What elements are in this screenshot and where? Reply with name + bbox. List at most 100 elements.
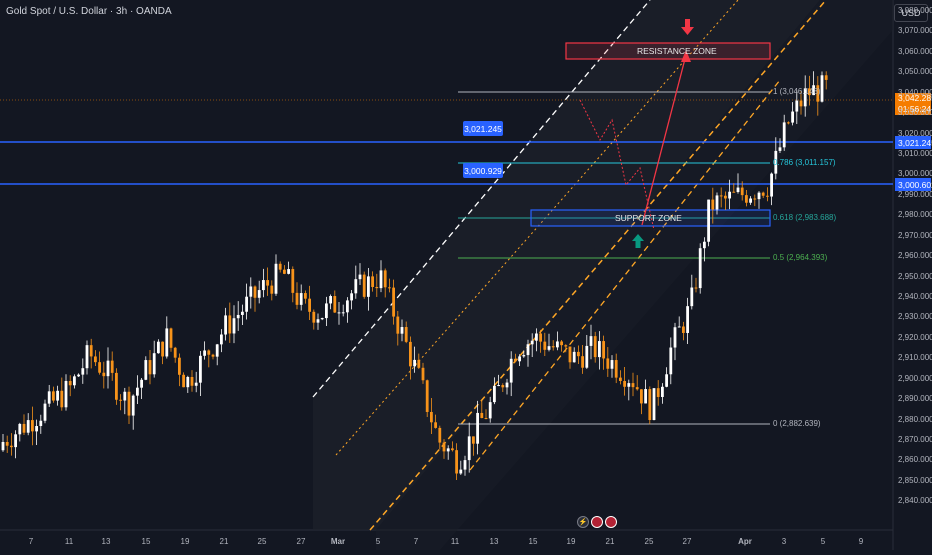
support-arrow-icon: [632, 234, 644, 248]
candle-body: [711, 199, 715, 210]
candle-body: [644, 389, 647, 404]
candle-body: [199, 355, 202, 383]
channel-fill-lower: [376, 0, 893, 550]
time-tick-label: 7: [28, 537, 34, 546]
lightning-icon[interactable]: ⚡: [577, 516, 589, 528]
channel-mid-line: [335, 0, 739, 456]
fib-label-0786: 0.786 (3,011.157): [773, 158, 836, 167]
candle-body: [5, 441, 9, 446]
candle-body: [585, 345, 589, 368]
candle-body: [476, 412, 479, 444]
price-tick-label: 2,860.000: [898, 455, 932, 465]
level-label-lower[interactable]: 3,000.929: [463, 163, 503, 178]
candle-body: [635, 387, 639, 390]
price-tick-label: 3,010.000: [898, 149, 932, 158]
candle-body: [501, 385, 505, 388]
candle-body: [484, 418, 488, 420]
time-tick-label: 11: [450, 537, 460, 546]
candle-body: [778, 147, 782, 151]
candle-body: [26, 420, 30, 433]
candle-body: [119, 399, 122, 401]
us-flag-icon-2[interactable]: [605, 516, 617, 528]
candle-body: [52, 391, 55, 401]
candle-body: [102, 372, 106, 377]
time-tick-label: 27: [296, 537, 306, 546]
candle-body: [577, 351, 580, 357]
candle-body: [404, 327, 408, 342]
candle-body: [715, 195, 719, 210]
candle-body: [182, 374, 185, 388]
candle-body: [173, 347, 177, 358]
candle-body: [514, 358, 517, 362]
time-tick-label: 7: [413, 537, 419, 546]
candle-body: [178, 357, 181, 375]
candle-body: [694, 287, 698, 289]
candle-body: [207, 350, 211, 355]
candle-body: [409, 341, 412, 367]
candle-body: [690, 287, 694, 307]
candle-body: [220, 334, 223, 345]
candle-body: [371, 276, 374, 287]
candle-body: [379, 270, 383, 289]
time-tick-label: 11: [64, 537, 74, 546]
resistance-zone: [565, 42, 771, 60]
candle-body: [136, 387, 139, 396]
candle-body: [10, 445, 13, 448]
candle-body: [614, 360, 618, 378]
time-tick-label: 25: [257, 537, 267, 546]
candle-body: [677, 326, 681, 328]
candle-body: [94, 356, 97, 363]
candle-body: [732, 191, 736, 193]
candle-body: [396, 316, 400, 334]
candle-body: [211, 354, 215, 357]
resistance-arrow-icon: [681, 19, 694, 35]
symbol-title[interactable]: Gold Spot / U.S. Dollar · 3h · OANDA: [6, 6, 172, 17]
candle-body: [350, 293, 353, 301]
candle-body: [274, 263, 278, 294]
candle-body: [203, 350, 206, 356]
price-tick-label: 2,950.000: [898, 271, 932, 281]
price-tag-level-2: 3,000.602: [895, 178, 932, 191]
candle-body: [480, 412, 484, 419]
price-tick-label: 3,000.000: [898, 169, 932, 179]
candle-body: [186, 377, 190, 388]
candle-body: [757, 192, 761, 200]
candle-body: [127, 391, 131, 416]
time-tick-label: 9: [858, 537, 864, 546]
candle-body: [509, 358, 513, 383]
candle-body: [673, 327, 677, 348]
candle-body: [434, 422, 437, 428]
candle-body: [799, 100, 803, 107]
time-tick-label: 19: [566, 537, 576, 546]
level-label-upper[interactable]: 3,021.245: [463, 121, 503, 136]
candle-body: [295, 292, 299, 305]
candle-body: [337, 312, 341, 314]
candle-body: [140, 379, 143, 388]
candle-body: [522, 355, 526, 357]
price-tick-label: 2,920.000: [898, 332, 932, 342]
candle-body: [270, 285, 274, 294]
price-tick-label: 2,840.000: [898, 496, 932, 506]
candle-body: [316, 319, 320, 323]
candle-body: [81, 368, 85, 375]
channel-upper-line: [312, 0, 651, 398]
candle-body: [728, 191, 731, 199]
currency-button[interactable]: USD: [894, 4, 928, 22]
candle-body: [535, 333, 538, 341]
candle-body: [505, 382, 509, 388]
event-icons[interactable]: ⚡: [577, 516, 617, 528]
candle-body: [442, 442, 446, 452]
price-tag-level-1: 3,021.245: [895, 136, 932, 149]
candle-body: [652, 388, 656, 421]
candle-body: [144, 360, 148, 380]
candle-body: [610, 360, 614, 369]
price-tick-label: 3,080.000: [898, 6, 932, 15]
time-tick-label: 25: [644, 537, 654, 546]
candle-body: [640, 389, 643, 404]
price-tick-label: 3,060.000: [898, 46, 932, 56]
candle-body: [308, 298, 311, 312]
us-flag-icon[interactable]: [591, 516, 603, 528]
candle-body: [157, 341, 160, 354]
